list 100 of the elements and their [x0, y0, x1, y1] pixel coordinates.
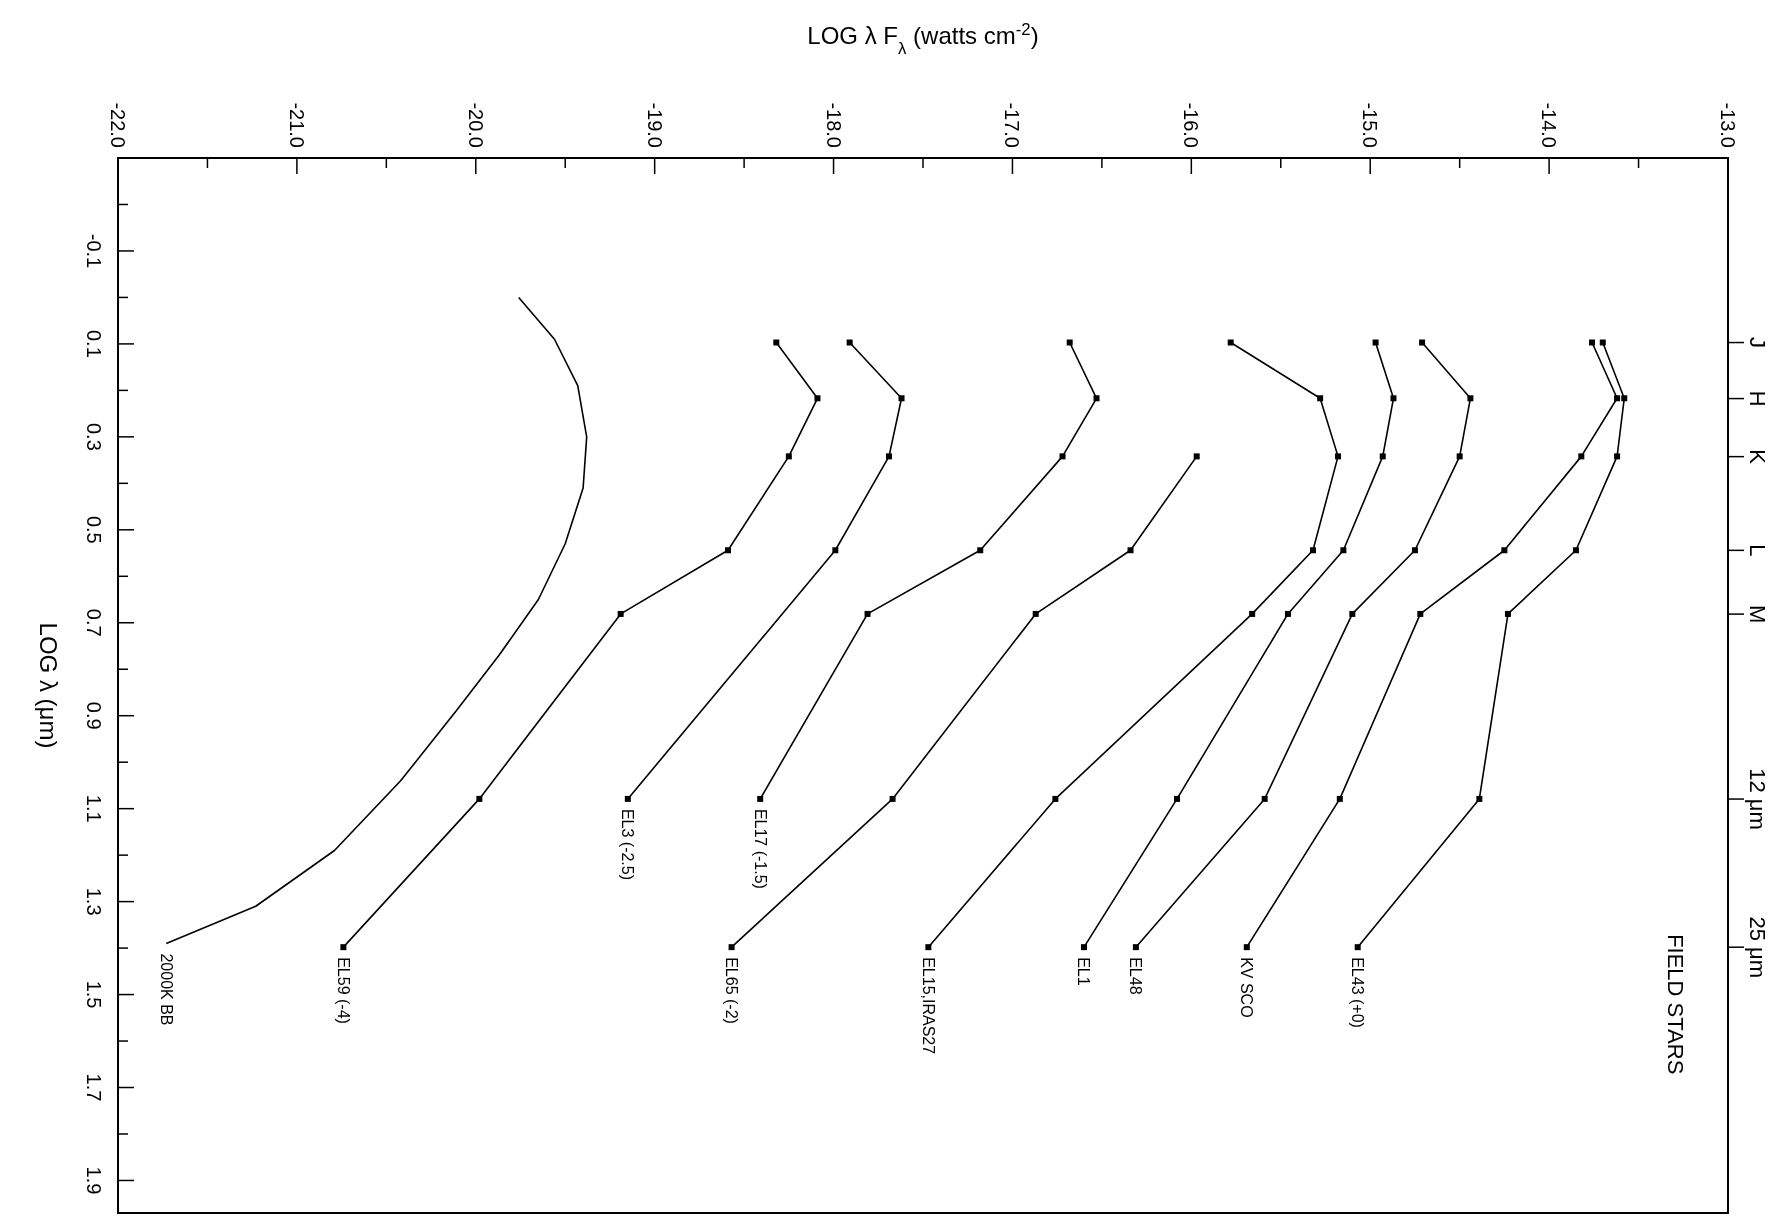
point: [1349, 610, 1356, 617]
y2-tick-label: J: [1745, 337, 1771, 349]
y2-tick-label: 12 μm: [1745, 768, 1771, 830]
point: [1066, 339, 1073, 346]
y-tick-label: 1.3: [83, 887, 105, 916]
point: [898, 395, 905, 402]
x-tick-label: -19.0: [643, 102, 666, 148]
text: EL17 (-1.5): [751, 808, 769, 889]
y-tick-label: 0.5: [83, 515, 105, 544]
y-tick-label: 0.1: [83, 330, 105, 358]
point: [1501, 547, 1508, 554]
y-tick-label: 1.1: [83, 794, 105, 823]
point: [725, 547, 732, 554]
point: [1411, 547, 1418, 554]
text: KV SCO: [1238, 957, 1256, 1018]
point: [773, 339, 780, 346]
point: [1317, 395, 1324, 402]
text: EL59 (-4): [334, 957, 352, 1024]
point: [340, 944, 347, 951]
text: EL65 (-2): [722, 957, 740, 1024]
y-tick-label: 1.5: [83, 980, 105, 1009]
y-tick-label: 0.9: [83, 701, 105, 730]
text: EL3 (-2.5): [619, 808, 637, 881]
x-tick-label: -15.0: [1359, 102, 1382, 148]
point: [1052, 795, 1059, 802]
x-tick-label: -22.0: [107, 102, 129, 148]
point: [1335, 453, 1342, 460]
x-tick-label: -18.0: [822, 102, 845, 148]
point: [1249, 610, 1256, 617]
point: [785, 453, 792, 460]
y-tick-label: 0.3: [83, 422, 105, 451]
point: [1614, 395, 1621, 402]
point: [1417, 610, 1424, 617]
point: [1476, 795, 1483, 802]
point: [476, 795, 483, 802]
point: [1261, 795, 1268, 802]
point: [1379, 453, 1386, 460]
point: [1174, 795, 1181, 802]
point: [1578, 453, 1585, 460]
point: [977, 547, 984, 554]
point: [832, 547, 839, 554]
point: [1284, 610, 1291, 617]
text: EL15,IRAS27: [919, 957, 937, 1055]
y2-tick-label: H: [1745, 390, 1771, 407]
point: [1599, 339, 1606, 346]
point: [1467, 395, 1474, 402]
x-tick-label: -20.0: [464, 102, 487, 148]
x-tick-label: -17.0: [1001, 102, 1024, 148]
y2-tick-label: M: [1745, 604, 1771, 624]
point: [1132, 944, 1139, 951]
point: [1390, 395, 1397, 402]
point: [1227, 339, 1234, 346]
text: EL1: [1075, 957, 1093, 986]
text: EL48: [1127, 957, 1145, 995]
point: [846, 339, 853, 346]
annotation: FIELD STARS: [1663, 934, 1688, 1075]
point: [886, 453, 893, 460]
y-tick-label: 0.7: [83, 608, 105, 637]
point: [1504, 610, 1511, 617]
point: [1127, 547, 1134, 554]
y-tick-label: 1.7: [83, 1073, 105, 1102]
point: [1621, 395, 1628, 402]
point: [1243, 944, 1250, 951]
point: [1081, 944, 1087, 951]
point: [1372, 339, 1379, 346]
point: [1419, 339, 1426, 346]
point: [1336, 795, 1343, 802]
x-tick-label: -21.0: [285, 102, 308, 148]
y-axis-title: LOG λ (μm): [34, 622, 62, 749]
point: [1614, 453, 1621, 460]
point: [757, 795, 764, 802]
legend-label: 2000K BB: [157, 953, 175, 1026]
y-tick-label: 1.9: [83, 1166, 105, 1195]
x-axis-title: LOG λ F$_{λ}$ (watts cm$^{-2}$): [807, 19, 1039, 58]
x-tick-label: -16.0: [1180, 102, 1203, 148]
point: [1193, 453, 1200, 460]
point: [1572, 547, 1579, 554]
point: [1589, 339, 1596, 346]
point: [1309, 547, 1316, 554]
point: [889, 795, 896, 802]
y2-tick-label: L: [1745, 544, 1771, 557]
y-tick-label: -0.1: [83, 233, 105, 269]
x-tick-label: -13.0: [1717, 102, 1739, 148]
point: [1456, 453, 1463, 460]
point: [1340, 547, 1347, 554]
point: [1059, 453, 1066, 460]
text: EL43 (+0): [1349, 957, 1367, 1028]
point: [1032, 610, 1039, 617]
point: [864, 610, 871, 617]
y2-tick-label: K: [1745, 449, 1771, 465]
point: [728, 944, 735, 951]
y2-tick-label: 25 μm: [1745, 916, 1771, 978]
point: [624, 795, 631, 802]
point: [925, 944, 932, 951]
x-tick-label: -14.0: [1538, 102, 1561, 148]
point: [814, 395, 821, 402]
line-series: [165, 296, 588, 945]
point: [1354, 944, 1361, 951]
point: [1093, 395, 1100, 402]
point: [617, 610, 624, 617]
